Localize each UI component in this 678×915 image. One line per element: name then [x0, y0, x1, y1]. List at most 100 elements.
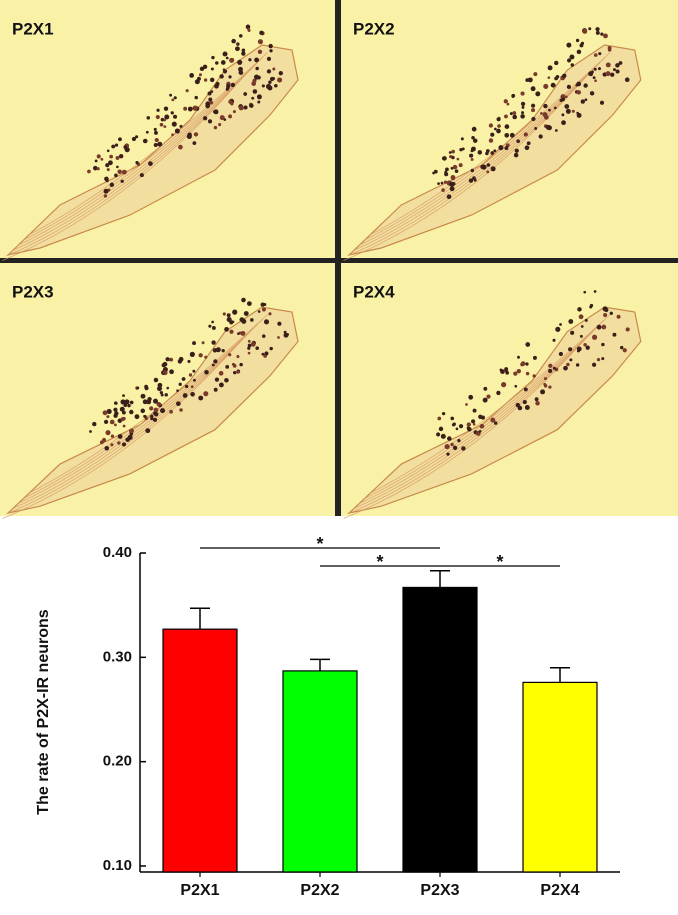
- cell: [576, 346, 582, 352]
- cell: [153, 407, 159, 413]
- cell: [241, 297, 246, 303]
- cell: [123, 403, 128, 408]
- cell: [235, 46, 240, 52]
- cell: [441, 188, 445, 192]
- x-tick-label: P2X3: [420, 882, 459, 899]
- cell: [171, 121, 177, 127]
- cell: [548, 108, 551, 112]
- cell: [228, 75, 232, 79]
- cell: [531, 108, 536, 113]
- cell: [105, 430, 111, 436]
- cell: [550, 82, 556, 88]
- cell: [525, 362, 529, 366]
- fiber: [7, 333, 248, 514]
- cell: [241, 48, 246, 53]
- cell: [599, 100, 605, 105]
- cell: [222, 51, 228, 57]
- fiber: [7, 72, 248, 256]
- y-tick-label: 0.10: [103, 857, 132, 874]
- x-tick-label: P2X4: [540, 882, 579, 899]
- fiber: [368, 314, 611, 495]
- cell: [593, 290, 597, 293]
- cell: [585, 345, 590, 350]
- cell: [171, 98, 175, 102]
- cell: [156, 108, 160, 112]
- cell: [135, 135, 139, 139]
- cell: [261, 352, 265, 356]
- micrograph: P2X4: [341, 263, 678, 519]
- cell: [185, 89, 189, 93]
- cell: [268, 312, 272, 316]
- cell: [238, 34, 243, 38]
- cell: [114, 423, 117, 427]
- cell: [109, 182, 115, 187]
- cell: [465, 403, 468, 406]
- cell: [237, 59, 243, 65]
- cell: [226, 313, 231, 318]
- cell: [189, 73, 195, 78]
- cell: [593, 67, 597, 71]
- cell: [513, 152, 519, 158]
- cell: [540, 112, 543, 115]
- cell: [259, 30, 264, 35]
- fiber: [2, 77, 243, 261]
- cell: [247, 339, 251, 343]
- cell: [229, 329, 234, 334]
- cell: [544, 377, 548, 381]
- cell: [591, 362, 597, 367]
- cell: [486, 170, 490, 174]
- cell: [534, 127, 538, 130]
- cell: [520, 91, 525, 96]
- cell: [253, 74, 260, 80]
- fiber: [17, 62, 258, 246]
- cell: [468, 178, 474, 183]
- cell: [252, 89, 258, 94]
- cell: [449, 181, 455, 187]
- cell: [566, 58, 572, 63]
- cell: [490, 132, 495, 137]
- fiber: [353, 328, 596, 510]
- significance-label: *: [496, 552, 503, 572]
- cell: [477, 150, 483, 155]
- cell: [582, 28, 588, 34]
- cell: [187, 359, 191, 363]
- cell: [596, 357, 601, 362]
- cell: [247, 343, 252, 348]
- cell: [109, 419, 115, 425]
- cell: [433, 169, 438, 174]
- cell: [103, 188, 109, 194]
- cell: [162, 361, 168, 367]
- cell: [562, 73, 567, 78]
- cell: [240, 330, 246, 336]
- cell: [616, 314, 621, 319]
- cell: [576, 90, 582, 95]
- cell: [117, 434, 123, 439]
- cell: [225, 365, 230, 369]
- cell: [513, 371, 518, 376]
- cell: [493, 149, 497, 153]
- cell: [176, 401, 181, 407]
- cell: [163, 118, 167, 122]
- cell: [603, 312, 608, 318]
- fiber: [348, 72, 591, 256]
- cell: [490, 166, 496, 172]
- cell: [263, 319, 270, 325]
- cell: [588, 71, 594, 77]
- cell: [104, 445, 110, 451]
- cell: [209, 77, 215, 83]
- cell: [530, 86, 536, 92]
- cell: [543, 384, 548, 388]
- cell: [520, 101, 526, 106]
- cell: [478, 414, 483, 419]
- cell: [208, 97, 213, 102]
- cell: [576, 111, 580, 115]
- cell: [239, 317, 245, 322]
- cell: [538, 134, 543, 139]
- cell: [215, 61, 219, 65]
- fiber: [2, 338, 243, 519]
- cell: [456, 157, 460, 161]
- cell: [164, 114, 170, 120]
- cell: [540, 389, 546, 395]
- cell: [543, 83, 549, 89]
- cell: [198, 353, 203, 358]
